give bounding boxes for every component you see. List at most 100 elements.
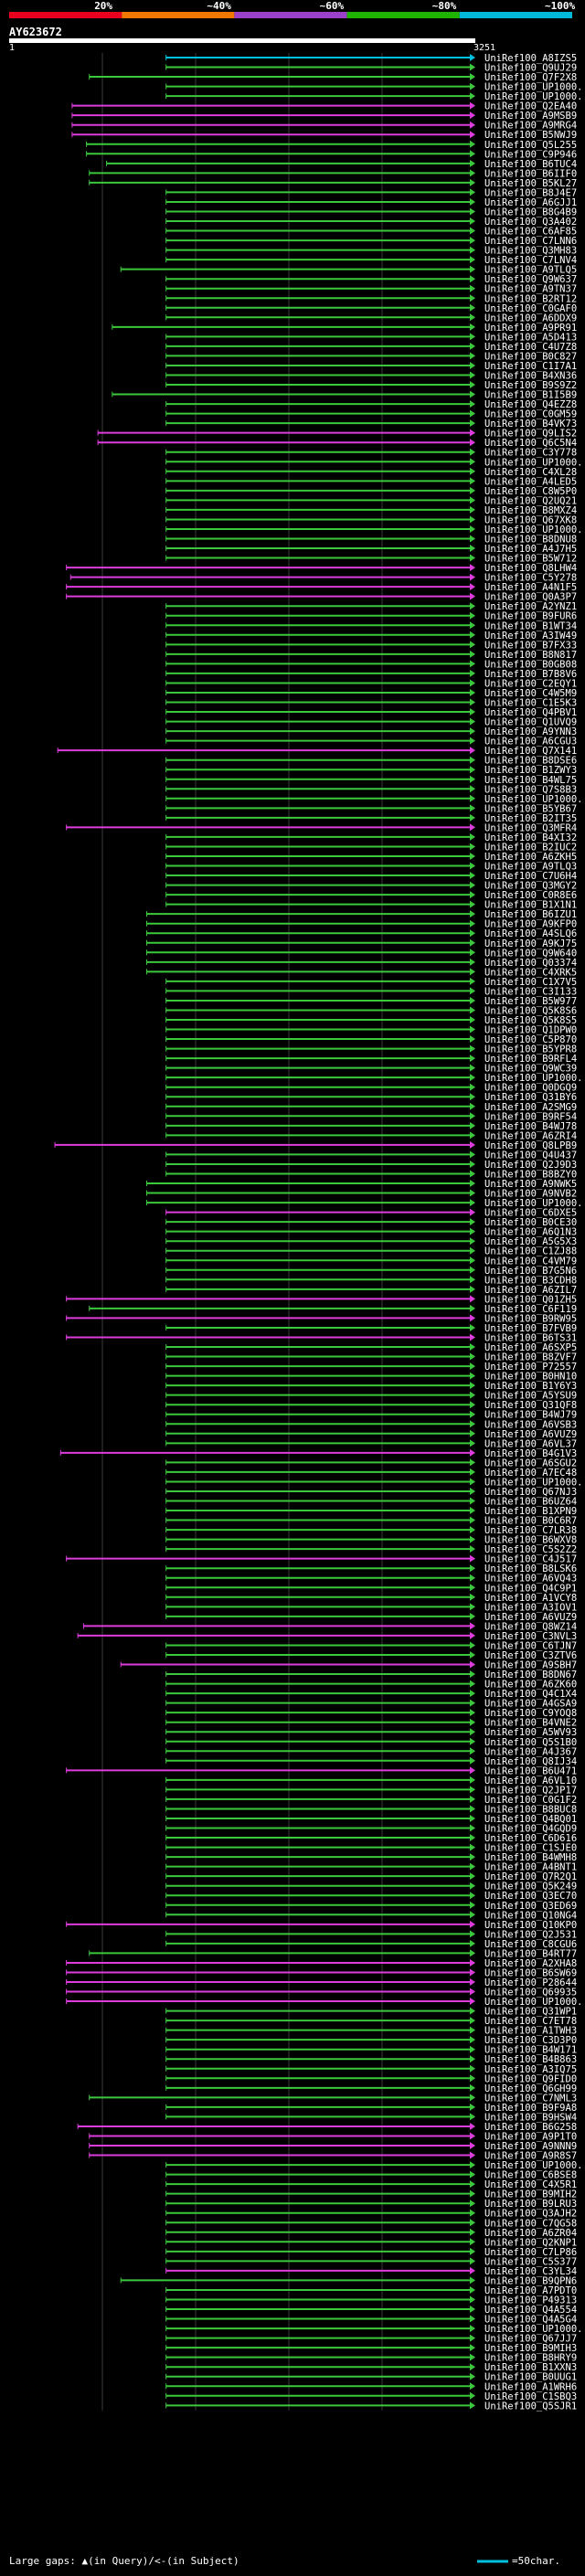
hit-label[interactable]: UniRef100_C4J517: [484, 1554, 577, 1565]
hit-label[interactable]: UniRef100_B4WMH8: [484, 1852, 577, 1863]
hit-label[interactable]: UniRef100_B2IT35: [484, 813, 577, 824]
hit-label[interactable]: UniRef100_Q9FID0: [484, 2073, 577, 2084]
hit-label[interactable]: UniRef100_UP1000..: [484, 2160, 585, 2171]
hit-label[interactable]: UniRef100_Q6GH99: [484, 2083, 577, 2094]
hit-label[interactable]: UniRef100_C3YL34: [484, 2266, 577, 2277]
hit-label[interactable]: UniRef100_Q2JP17: [484, 1785, 577, 1796]
hit-label[interactable]: UniRef100_C0R8E6: [484, 890, 577, 901]
hit-label[interactable]: UniRef100_Q4PBV1: [484, 707, 577, 718]
hit-label[interactable]: UniRef100_B7FX33: [484, 640, 577, 651]
hit-label[interactable]: UniRef100_UP1000..: [484, 525, 585, 535]
hit-label[interactable]: UniRef100_A6VL10: [484, 1776, 577, 1786]
hit-label[interactable]: UniRef100_B9S9Z2: [484, 380, 577, 391]
hit-label[interactable]: UniRef100_C7LP86: [484, 2247, 577, 2258]
hit-label[interactable]: UniRef100_B4WJ79: [484, 1410, 577, 1421]
hit-label[interactable]: UniRef100_B3CDH8: [484, 1275, 577, 1286]
hit-label[interactable]: UniRef100_B9MIH2: [484, 2189, 577, 2200]
hit-label[interactable]: UniRef100_A1WRH6: [484, 2381, 577, 2392]
hit-label[interactable]: UniRef100_Q3ED69: [484, 1901, 577, 1912]
hit-label[interactable]: UniRef100_C7QG58: [484, 2218, 577, 2229]
hit-label[interactable]: UniRef100_C7LNV4: [484, 255, 577, 266]
hit-label[interactable]: UniRef100_Q4BQ01: [484, 1814, 577, 1825]
hit-label[interactable]: UniRef100_A1TWH3: [484, 2026, 577, 2037]
hit-label[interactable]: UniRef100_B4VNE2: [484, 1718, 577, 1729]
hit-label[interactable]: UniRef100_B5YB67: [484, 803, 577, 814]
hit-label[interactable]: UniRef100_Q4EZZ8: [484, 399, 577, 410]
hit-label[interactable]: UniRef100_UP1000..: [484, 457, 585, 468]
hit-label[interactable]: UniRef100_Q10NG4: [484, 1910, 577, 1921]
hit-label[interactable]: UniRef100_Q3EC70: [484, 1891, 577, 1902]
hit-label[interactable]: UniRef100_B7FVB9: [484, 1323, 577, 1334]
hit-label[interactable]: UniRef100_A5WV93: [484, 1727, 577, 1738]
hit-label[interactable]: UniRef100_A9NVB2: [484, 1189, 577, 1200]
hit-label[interactable]: UniRef100_B1X1N1: [484, 900, 577, 911]
hit-label[interactable]: UniRef100_Q3MFR4: [484, 822, 577, 833]
hit-label[interactable]: UniRef100_Q0DGQ9: [484, 1083, 577, 1094]
hit-label[interactable]: UniRef100_B4WL75: [484, 775, 577, 786]
hit-label[interactable]: UniRef100_A6SGU2: [484, 1458, 577, 1468]
hit-label[interactable]: UniRef100_Q4GQD9: [484, 1824, 577, 1835]
hit-label[interactable]: UniRef100_B6WXV8: [484, 1535, 577, 1546]
hit-label[interactable]: UniRef100_A4J367: [484, 1746, 577, 1757]
hit-label[interactable]: UniRef100_B4WJ78: [484, 1121, 577, 1132]
hit-label[interactable]: UniRef100_C8W5P0: [484, 486, 577, 497]
hit-label[interactable]: UniRef100_B6G258: [484, 2122, 577, 2133]
hit-label[interactable]: UniRef100_A9PR91: [484, 323, 577, 334]
hit-label[interactable]: UniRef100_UP1000..: [484, 1073, 585, 1084]
hit-label[interactable]: UniRef100_Q9UJ29: [484, 63, 577, 74]
hit-label[interactable]: UniRef100_C8CGU6: [484, 1939, 577, 1950]
hit-label[interactable]: UniRef100_A6ZRI4: [484, 1130, 577, 1141]
hit-label[interactable]: UniRef100_A4N1F5: [484, 582, 577, 593]
hit-label[interactable]: UniRef100_C7LR38: [484, 1525, 577, 1536]
hit-label[interactable]: UniRef100_C7LNN6: [484, 236, 577, 247]
hit-label[interactable]: UniRef100_A5D413: [484, 332, 577, 343]
hit-label[interactable]: UniRef100_B9F9A8: [484, 2103, 577, 2114]
hit-label[interactable]: UniRef100_C6AF85: [484, 227, 577, 238]
hit-label[interactable]: UniRef100_C6D616: [484, 1833, 577, 1844]
hit-label[interactable]: UniRef100_B1I5B9: [484, 390, 577, 401]
hit-label[interactable]: UniRef100_B8HRY9: [484, 2353, 577, 2364]
hit-label[interactable]: UniRef100_Q67JJ7: [484, 2334, 577, 2345]
hit-label[interactable]: UniRef100_B1Y6Y3: [484, 1381, 577, 1392]
hit-label[interactable]: UniRef100_B8J4E7: [484, 187, 577, 198]
hit-label[interactable]: UniRef100_A6VSB3: [484, 1419, 577, 1430]
hit-label[interactable]: UniRef100_B0GB08: [484, 659, 577, 670]
hit-label[interactable]: UniRef100_C0G1F2: [484, 1795, 577, 1806]
hit-label[interactable]: UniRef100_B5W977: [484, 996, 577, 1007]
hit-label[interactable]: UniRef100_A7PDT0: [484, 2285, 577, 2296]
hit-label[interactable]: UniRef100_C2EQY1: [484, 678, 577, 689]
hit-label[interactable]: UniRef100_P72557: [484, 1362, 577, 1373]
hit-label[interactable]: UniRef100_B6TUC4: [484, 159, 577, 170]
hit-label[interactable]: UniRef100_A6DDX9: [484, 313, 577, 323]
hit-label[interactable]: UniRef100_Q8IJ34: [484, 1756, 577, 1767]
hit-label[interactable]: UniRef100_Q5SJR1: [484, 2401, 577, 2412]
hit-label[interactable]: UniRef100_A4SLQ6: [484, 928, 577, 939]
hit-label[interactable]: UniRef100_Q03374: [484, 958, 577, 969]
hit-label[interactable]: UniRef100_C0GM59: [484, 409, 577, 420]
hit-label[interactable]: UniRef100_Q8LPB9: [484, 1140, 577, 1151]
hit-label[interactable]: UniRef100_Q5S1B0: [484, 1737, 577, 1748]
hit-label[interactable]: UniRef100_B9LRU3: [484, 2199, 577, 2210]
hit-label[interactable]: UniRef100_B2RT12: [484, 293, 577, 304]
hit-label[interactable]: UniRef100_A2SMG9: [484, 1102, 577, 1113]
hit-label[interactable]: UniRef100_A6CGU3: [484, 737, 577, 747]
hit-label[interactable]: UniRef100_B8G4B9: [484, 207, 577, 217]
hit-label[interactable]: UniRef100_C3ZTV6: [484, 1650, 577, 1661]
hit-label[interactable]: UniRef100_A4J7H5: [484, 544, 577, 555]
hit-label[interactable]: UniRef100_B9HSW4: [484, 2112, 577, 2123]
hit-label[interactable]: UniRef100_Q7X141: [484, 746, 577, 757]
hit-label[interactable]: UniRef100_C6F119: [484, 1304, 577, 1315]
hit-label[interactable]: UniRef100_Q7F2X8: [484, 72, 577, 83]
hit-label[interactable]: UniRef100_B4XN36: [484, 370, 577, 381]
hit-label[interactable]: UniRef100_C3Y778: [484, 448, 577, 459]
hit-label[interactable]: UniRef100_Q67XK8: [484, 514, 577, 525]
hit-label[interactable]: UniRef100_C4X5R1: [484, 2179, 577, 2190]
hit-label[interactable]: UniRef100_A4BNT1: [484, 1862, 577, 1873]
hit-label[interactable]: UniRef100_Q9WC39: [484, 1064, 577, 1075]
hit-label[interactable]: UniRef100_C1I7A1: [484, 361, 577, 372]
hit-label[interactable]: UniRef100_B0HN10: [484, 1372, 577, 1383]
hit-label[interactable]: UniRef100_A9R8S7: [484, 2151, 577, 2162]
hit-label[interactable]: UniRef100_B0CE30: [484, 1217, 577, 1228]
hit-label[interactable]: UniRef100_B0C827: [484, 351, 577, 362]
hit-label[interactable]: UniRef100_Q2J531: [484, 1929, 577, 1940]
